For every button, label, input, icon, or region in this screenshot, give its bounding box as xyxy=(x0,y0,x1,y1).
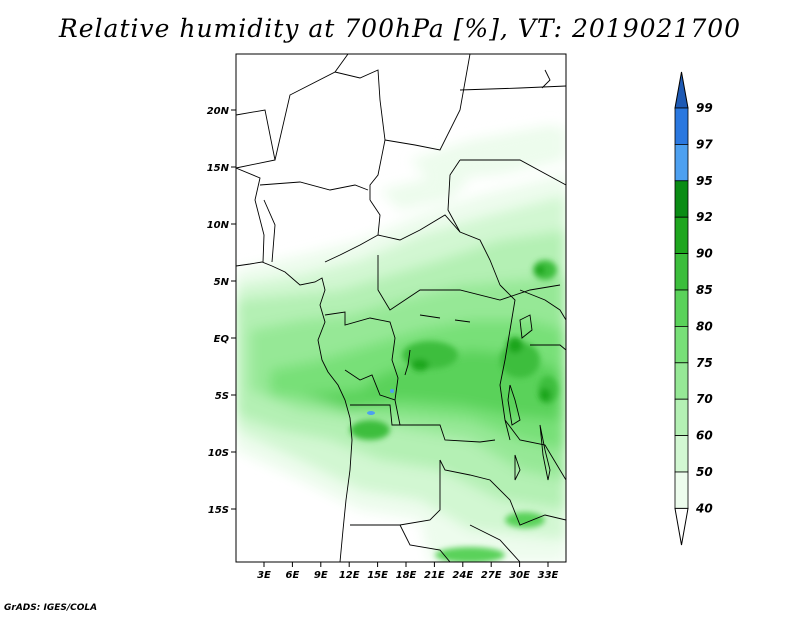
latitude-axis: 20N 15N 10N 5N EQ 5S 10S 15S xyxy=(207,106,236,516)
humidity-core xyxy=(505,512,545,528)
border xyxy=(264,200,275,262)
lon-tick-label: 3E xyxy=(257,570,271,581)
legend-label: 97 xyxy=(696,137,713,151)
legend-label: 60 xyxy=(696,429,713,443)
humidity-core xyxy=(507,337,523,353)
humidity-core xyxy=(367,411,375,415)
legend-label: 70 xyxy=(696,392,713,406)
legend-swatch xyxy=(675,326,688,362)
border xyxy=(260,182,368,190)
legend-label: 80 xyxy=(696,319,713,333)
lat-tick-label: 5S xyxy=(215,391,229,402)
lon-tick-label: 27E xyxy=(481,570,502,581)
lat-tick-label: 15N xyxy=(207,163,230,174)
longitude-axis: 3E 6E 9E 12E 15E 18E 21E 24E 27E 30E 33E xyxy=(257,562,558,581)
legend-label: 40 xyxy=(695,501,713,515)
legend-label: 75 xyxy=(696,356,713,370)
legend-label: 90 xyxy=(696,247,713,261)
color-legend: 99 97 95 92 90 85 80 75 70 60 50 40 xyxy=(675,72,713,545)
lon-tick-label: 30E xyxy=(509,570,530,581)
lon-tick-label: 6E xyxy=(286,570,300,581)
humidity-core xyxy=(435,547,505,563)
lat-tick-label: 10N xyxy=(207,220,230,231)
legend-swatch xyxy=(675,181,688,217)
legend-label: 50 xyxy=(696,465,713,479)
border xyxy=(236,110,275,168)
humidity-core xyxy=(350,420,390,440)
legend-label: 99 xyxy=(696,101,713,115)
lon-tick-label: 15E xyxy=(367,570,388,581)
humidity-core xyxy=(535,265,545,275)
lon-tick-label: 33E xyxy=(538,570,559,581)
lon-tick-label: 18E xyxy=(396,570,417,581)
border xyxy=(460,86,566,90)
lon-tick-label: 21E xyxy=(424,570,445,581)
legend-swatch xyxy=(675,472,688,508)
lat-tick-label: 10S xyxy=(208,448,229,459)
legend-swatch xyxy=(675,108,688,144)
lon-tick-label: 12E xyxy=(339,570,360,581)
lat-tick-label: 20N xyxy=(207,106,230,117)
border xyxy=(335,70,385,200)
humidity-field xyxy=(236,125,566,563)
legend-swatch xyxy=(675,399,688,435)
legend-arrow-top xyxy=(675,72,688,108)
lat-tick-label: EQ xyxy=(214,334,230,345)
legend-swatch xyxy=(675,436,688,472)
grads-credit: GrADS: IGES/COLA xyxy=(4,603,97,613)
humidity-core xyxy=(390,389,394,393)
border xyxy=(385,54,470,150)
lon-tick-label: 9E xyxy=(314,570,328,581)
border xyxy=(275,54,348,160)
humidity-band-40-north xyxy=(410,125,566,180)
legend-swatch xyxy=(675,144,688,180)
legend-arrow-bottom xyxy=(675,508,688,545)
legend-swatch xyxy=(675,290,688,326)
lat-tick-label: 5N xyxy=(214,277,230,288)
legend-label: 85 xyxy=(696,283,713,297)
humidity-core xyxy=(402,341,458,369)
lake xyxy=(542,70,550,88)
lat-tick-label: 15S xyxy=(208,505,229,516)
lon-tick-label: 24E xyxy=(452,570,473,581)
legend-swatch xyxy=(675,363,688,399)
legend-swatch xyxy=(675,254,688,290)
humidity-core xyxy=(539,388,551,402)
humidity-core xyxy=(411,359,429,371)
border xyxy=(236,168,264,262)
legend-swatch xyxy=(675,217,688,253)
legend-label: 95 xyxy=(696,174,713,188)
legend-label: 92 xyxy=(696,210,713,224)
